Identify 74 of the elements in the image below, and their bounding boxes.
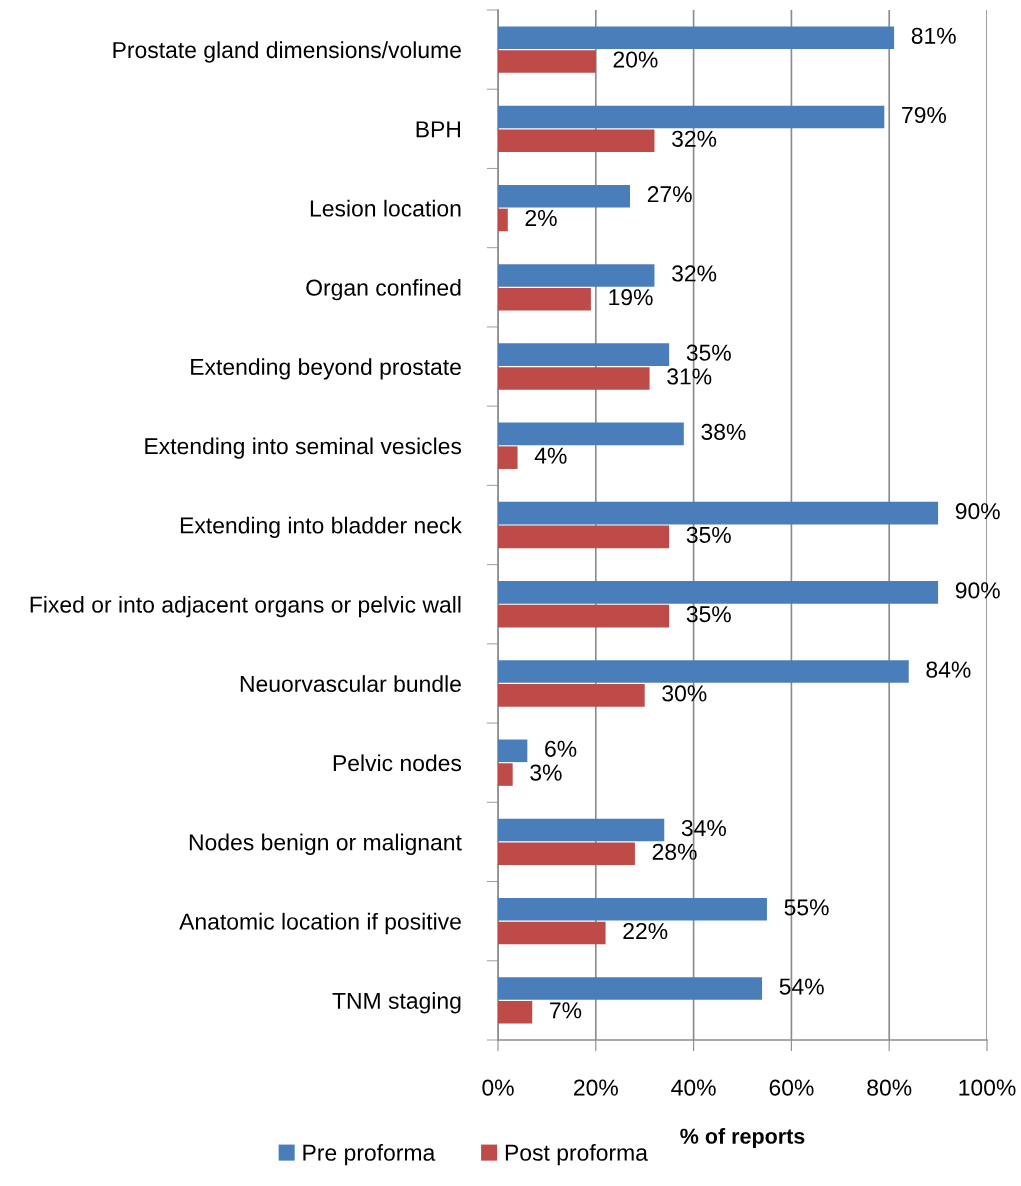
- y-tick-label: Extending into bladder neck: [180, 516, 462, 539]
- bar: [498, 50, 596, 73]
- y-tick-label: Anatomic location if positive: [179, 912, 461, 935]
- bar: [498, 581, 939, 604]
- bar: [498, 1000, 533, 1024]
- bar: [498, 739, 528, 763]
- bar: [498, 129, 655, 153]
- bar: [498, 446, 518, 469]
- bar: [498, 604, 670, 628]
- data-label: 19%: [609, 289, 653, 306]
- data-label: 28%: [652, 843, 697, 860]
- bar: [498, 818, 665, 842]
- y-tick-label: Extending beyond prostate: [191, 358, 461, 380]
- data-label: 81%: [911, 27, 956, 44]
- data-label: 35%: [686, 606, 731, 623]
- bar: [498, 525, 670, 549]
- y-tick-label: Nodes benign or malignant: [189, 833, 462, 855]
- data-label: 31%: [667, 368, 712, 385]
- y-tick-label: TNM staging: [332, 992, 461, 1014]
- legend-label: Post proforma: [505, 1144, 648, 1166]
- bar: [498, 105, 885, 129]
- x-tick-label: 60%: [769, 1079, 814, 1096]
- data-label: 35%: [686, 344, 731, 361]
- legend-label: Pre proforma: [303, 1144, 436, 1166]
- bar: [498, 842, 635, 866]
- bar: [498, 264, 655, 287]
- data-label: 35%: [686, 526, 731, 544]
- y-tick-label: Fixed or into adjacent organs or pelvic wall: [30, 595, 461, 618]
- bar: [498, 660, 909, 683]
- x-tick-label: 20%: [574, 1079, 618, 1096]
- data-label: 22%: [623, 922, 668, 940]
- data-label: 90%: [955, 582, 1000, 599]
- data-label: 84%: [926, 661, 971, 678]
- bar: [498, 422, 684, 446]
- data-label: 3%: [530, 764, 562, 781]
- data-label: 32%: [672, 265, 717, 282]
- y-tick-label: Extending into seminal vesicles: [145, 437, 462, 459]
- bar: [498, 184, 631, 208]
- y-tick-label: Organ confined: [306, 279, 461, 301]
- x-axis-title: % of reports: [680, 1128, 805, 1149]
- data-label: 54%: [779, 978, 824, 995]
- data-label: 55%: [784, 899, 829, 916]
- data-label: 7%: [550, 1002, 582, 1019]
- bar: [498, 977, 763, 1000]
- data-label: 2%: [525, 209, 557, 227]
- data-label: 27%: [647, 186, 692, 203]
- bar: [498, 26, 895, 50]
- data-label: 32%: [672, 130, 717, 147]
- data-label: 34%: [681, 819, 726, 837]
- x-tick-label: 40%: [671, 1079, 716, 1096]
- x-tick-label: 0%: [482, 1079, 514, 1096]
- data-label: 6%: [545, 740, 577, 757]
- data-label: 90%: [955, 503, 1000, 520]
- data-label: 79%: [902, 106, 947, 124]
- y-tick-label: Neuorvascular bundle: [240, 675, 461, 692]
- data-label: 30%: [662, 685, 707, 702]
- y-tick-label: Prostate gland dimensions/volume: [113, 41, 461, 63]
- bar: [498, 684, 645, 707]
- bar: [498, 501, 939, 525]
- bar: [498, 208, 508, 232]
- x-tick-label: 80%: [867, 1079, 912, 1096]
- bar: [498, 897, 767, 921]
- y-tick-label: BPH: [416, 121, 461, 138]
- y-tick-label: Lesion location: [310, 199, 461, 217]
- data-label: 38%: [701, 423, 746, 441]
- bar: [498, 763, 513, 786]
- y-tick-label: Pelvic nodes: [333, 754, 462, 772]
- data-label: 4%: [534, 447, 567, 464]
- x-tick-label: 100%: [959, 1079, 1016, 1096]
- bar: [498, 367, 650, 390]
- data-label: 20%: [613, 51, 658, 68]
- bar: [498, 343, 670, 366]
- bar: [498, 287, 591, 311]
- bar: [498, 921, 606, 945]
